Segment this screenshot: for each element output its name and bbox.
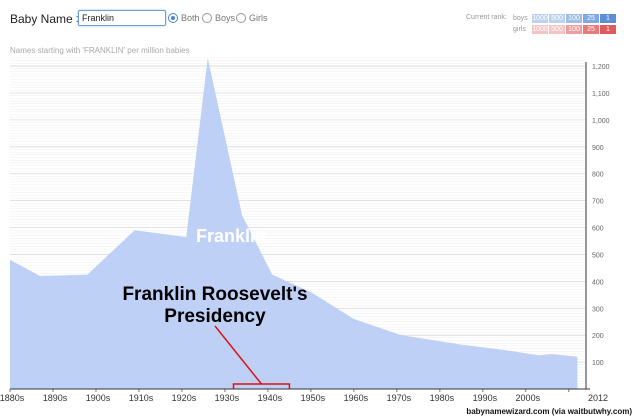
rank-row-boys-label: boys: [513, 15, 528, 22]
rank-cell-boys-100: 100: [566, 14, 582, 23]
x-tick-label: 1880s: [0, 393, 25, 403]
name-search-input[interactable]: [78, 10, 166, 26]
radio-girls-label: Girls: [249, 13, 268, 23]
rank-cell-girls-25: 25: [583, 25, 599, 34]
roosevelt-annotation: Franklin Roosevelt's Presidency: [122, 284, 308, 327]
radio-both[interactable]: Both: [168, 13, 200, 23]
rank-cell-boys-1: 1: [600, 14, 616, 23]
radio-boys[interactable]: Boys: [202, 13, 235, 23]
radio-girls[interactable]: Girls: [236, 13, 268, 23]
radio-both-label: Both: [181, 13, 200, 23]
x-tick-label: 1980s: [430, 393, 455, 403]
y-tick-label: 1,200: [592, 64, 610, 71]
y-tick-label: 800: [592, 172, 604, 179]
rank-cell-girls-100: 100: [566, 25, 582, 34]
y-tick-label: 1,100: [592, 91, 610, 98]
x-axis-ticks: 1880s 1890s 1900s 1910s 1920s 1930s 1940s 1950s…: [0, 389, 608, 403]
annotation-pointer-line: [214, 325, 263, 385]
rank-row-boys: boys 1000 500 100 25 1: [513, 14, 616, 23]
y-tick-label: 200: [592, 333, 604, 340]
top-bar: Baby Name > Both Boys Girls Current rank…: [0, 0, 640, 40]
rank-cell-girls-1: 1: [600, 25, 616, 34]
rank-cell-girls-500: 500: [549, 25, 565, 34]
x-tick-label: 2000s: [516, 393, 541, 403]
y-tick-label: 400: [592, 279, 604, 286]
series-label-franklin: Franklin: [196, 226, 266, 246]
radio-both-indicator[interactable]: [168, 13, 178, 23]
radio-girls-indicator[interactable]: [236, 13, 246, 23]
x-tick-label: 1890s: [43, 393, 68, 403]
x-tick-label: 1940s: [258, 393, 283, 403]
chart-subtitle: Names starting with 'FRANKLIN' per milli…: [10, 46, 190, 55]
rank-cell-girls-1000: 1000: [532, 25, 548, 34]
y-tick-label: 1,000: [592, 118, 610, 125]
y-tick-label: 700: [592, 199, 604, 206]
x-tick-label: 1900s: [86, 393, 111, 403]
y-tick-label: 100: [592, 360, 604, 367]
rank-row-girls-label: girls: [513, 26, 526, 33]
rank-row-girls: girls 1000 500 100 25 1: [513, 25, 616, 34]
current-rank-legend: Current rank:: [466, 14, 507, 21]
radio-boys-label: Boys: [215, 13, 236, 23]
x-tick-label: 1930s: [215, 393, 240, 403]
x-tick-label: 1920s: [172, 393, 197, 403]
y-tick-label: 500: [592, 252, 604, 259]
rank-cell-boys-500: 500: [549, 14, 565, 23]
y-tick-label: 600: [592, 226, 604, 233]
source-credit: babynamewizard.com (via waitbutwhy.com): [466, 407, 632, 416]
x-tick-label: 2012: [588, 393, 608, 403]
y-tick-label: 300: [592, 306, 604, 313]
x-tick-label: 1970s: [387, 393, 412, 403]
x-tick-label: 1990s: [473, 393, 498, 403]
area-series-franklin[interactable]: [10, 58, 578, 389]
app-title: Baby Name >: [10, 12, 84, 26]
y-axis-ticks: 100 200 300 400 500 600 700 800 900 1,000 1,100 1,2…: [592, 64, 610, 367]
rank-cell-boys-1000: 1000: [532, 14, 548, 23]
annotation-bracket: [232, 383, 291, 389]
y-tick-label: 900: [592, 145, 604, 152]
x-tick-label: 1950s: [301, 393, 326, 403]
current-rank-title: Current rank:: [466, 14, 507, 21]
radio-boys-indicator[interactable]: [202, 13, 212, 23]
x-tick-label: 1960s: [344, 393, 369, 403]
x-tick-label: 1910s: [129, 393, 154, 403]
rank-cell-boys-25: 25: [583, 14, 599, 23]
